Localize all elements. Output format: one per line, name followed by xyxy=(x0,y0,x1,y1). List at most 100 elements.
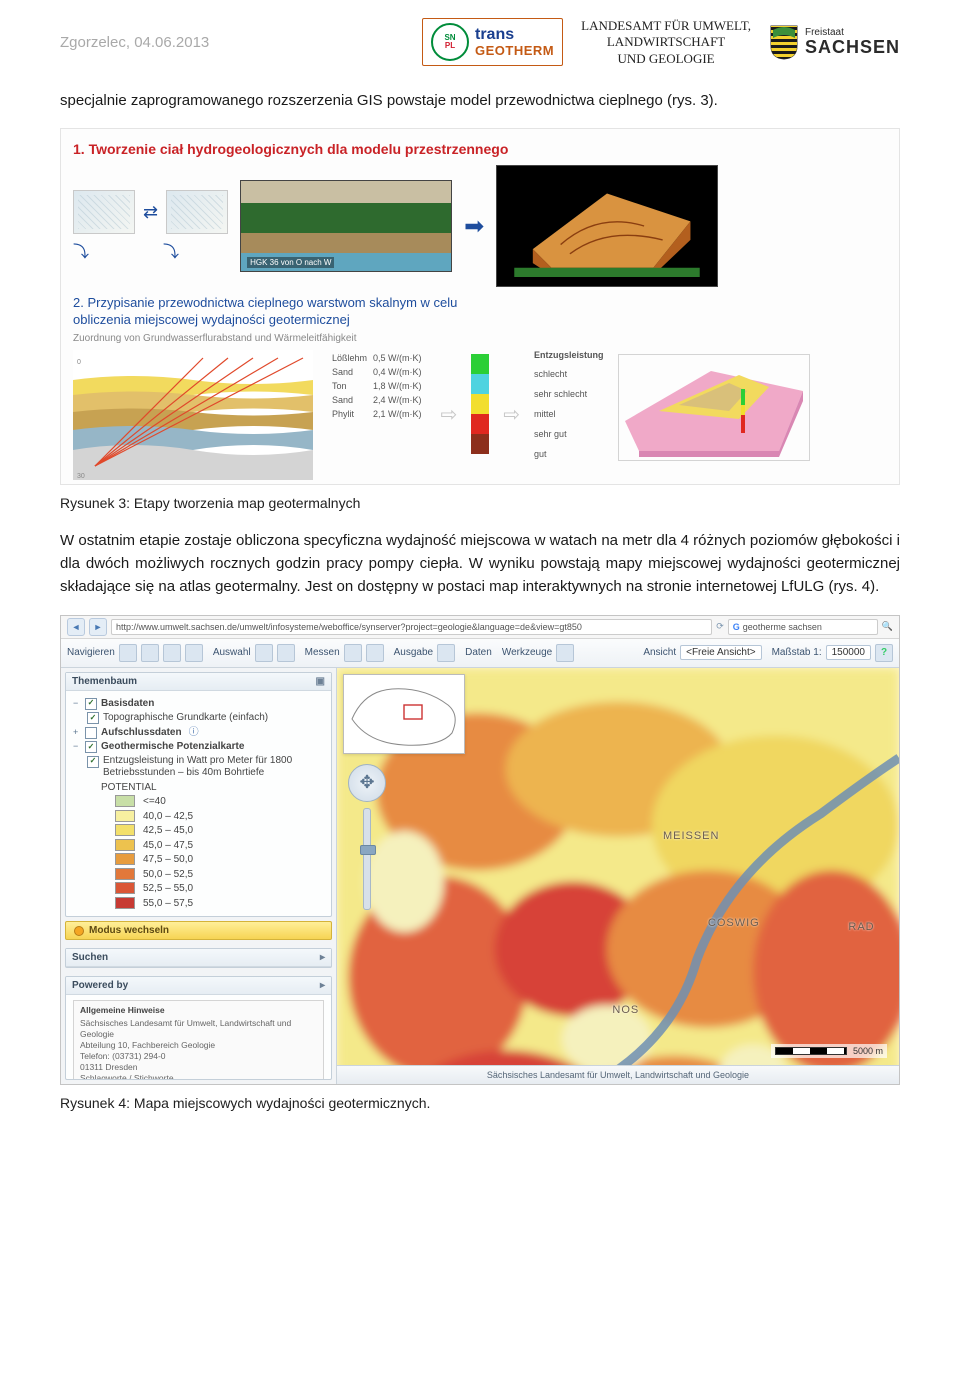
modus-wechseln-button[interactable]: Modus wechseln xyxy=(65,921,332,940)
gis-map[interactable]: MEISSEN COSWIG RAD NOS xyxy=(337,668,899,1084)
browser-forward-button[interactable]: ► xyxy=(89,618,107,636)
svg-text:0: 0 xyxy=(77,359,81,366)
tool-icon[interactable] xyxy=(366,644,384,662)
transgeotherm-line2: GEOTHERM xyxy=(475,43,554,58)
hinweise-line: Telefon: (03731) 294-0 xyxy=(80,1051,317,1062)
rating: gut xyxy=(534,444,604,464)
legend-row: 52,5 – 55,0 xyxy=(73,882,324,896)
checkbox[interactable] xyxy=(85,698,97,710)
tool-icon[interactable] xyxy=(437,644,455,662)
pan-rose[interactable] xyxy=(348,764,386,802)
tree-label: Geothermische Potenzialkarte xyxy=(101,740,244,754)
paragraph-2: W ostatnim etapie zostaje obliczona spec… xyxy=(60,529,900,599)
modus-label: Modus wechseln xyxy=(89,925,169,936)
tree-node-entzug[interactable]: Entzugsleistung in Watt pro Meter für 18… xyxy=(73,755,324,780)
figure4-caption: Rysunek 4: Mapa miejscowych wydajności g… xyxy=(60,1095,900,1111)
landesamt-l1: LANDESAMT FÜR UMWELT, xyxy=(581,18,751,34)
tree-node-potenzial[interactable]: −Geothermische Potenzialkarte xyxy=(73,740,324,754)
pan-zoom-control[interactable] xyxy=(347,764,387,910)
terrain-slice-diagram xyxy=(618,354,810,461)
toolbar-ansicht: Ansicht <Freie Ansicht> xyxy=(643,645,761,660)
figure-4: ◄ ► http://www.umwelt.sachsen.de/umwelt/… xyxy=(60,615,900,1085)
browser-urlbar: ◄ ► http://www.umwelt.sachsen.de/umwelt/… xyxy=(61,616,899,639)
search-query: geotherme sachsen xyxy=(743,622,822,632)
toolbar-group-ausgabe: Ausgabe xyxy=(394,644,455,662)
svg-text:30: 30 xyxy=(77,473,85,480)
legend-wmk: 1,8 W/(m·K) xyxy=(372,380,423,392)
tree-node-aufschluss[interactable]: +Aufschlussdatenⓘ xyxy=(73,726,324,740)
legend-layer: Sand xyxy=(331,366,368,378)
tool-icon[interactable] xyxy=(185,644,203,662)
tool-icon[interactable] xyxy=(141,644,159,662)
browser-back-button[interactable]: ◄ xyxy=(67,618,85,636)
tree-node-basis[interactable]: −Basisdaten xyxy=(73,697,324,711)
legend-label: 52,5 – 55,0 xyxy=(143,882,193,896)
map-footer-text: Sächsisches Landesamt für Umwelt, Landwi… xyxy=(487,1070,749,1080)
toolbar-group-werkzeuge: Werkzeuge xyxy=(502,644,574,662)
legend-label: 40,0 – 42,5 xyxy=(143,810,193,824)
collapse-icon[interactable]: ▣ xyxy=(316,676,325,687)
rating-column: schlecht sehr schlecht mittel sehr gut g… xyxy=(534,364,604,464)
legend-layer: Phylit xyxy=(331,408,368,420)
potential-label: POTENTIAL xyxy=(101,781,157,795)
tool-icon[interactable] xyxy=(556,644,574,662)
landesamt-l3: UND GEOLOGIE xyxy=(581,51,751,67)
tool-icon[interactable] xyxy=(277,644,295,662)
tool-icon[interactable] xyxy=(163,644,181,662)
gis-viewer: ◄ ► http://www.umwelt.sachsen.de/umwelt/… xyxy=(60,615,900,1085)
tree-label: Aufschlussdaten xyxy=(101,726,182,740)
layer-diagram: 0 30 xyxy=(73,350,313,480)
big-arrow-icon: ➡ xyxy=(464,212,484,241)
search-icon[interactable]: 🔍 xyxy=(882,621,893,632)
legend-wmk: 0,5 W/(m·K) xyxy=(372,352,423,364)
expand-icon[interactable]: ▸ xyxy=(320,952,325,963)
zoom-slider[interactable] xyxy=(363,808,371,910)
expand-icon[interactable]: ▸ xyxy=(320,980,325,991)
tree-label: Entzugsleistung in Watt pro Meter für 18… xyxy=(103,755,324,780)
logo-transgeotherm: SN PL trans GEOTHERM xyxy=(422,18,563,66)
legend-row: 55,0 – 57,5 xyxy=(73,897,324,911)
tree-node-topo[interactable]: Topographische Grundkarte (einfach) xyxy=(73,711,324,725)
thumb-map-a xyxy=(73,190,135,234)
info-icon[interactable]: ⓘ xyxy=(189,726,199,740)
tool-icon[interactable] xyxy=(255,644,273,662)
sachsen-big: SACHSEN xyxy=(805,38,900,57)
legend-row: 42,5 – 45,0 xyxy=(73,824,324,838)
tree-potential-label: POTENTIAL xyxy=(73,781,324,795)
tool-icon[interactable] xyxy=(344,644,362,662)
legend-label: <=40 xyxy=(143,795,166,809)
snpl-badge: SN PL xyxy=(431,23,469,61)
checkbox[interactable] xyxy=(85,727,97,739)
tool-icon[interactable] xyxy=(119,644,137,662)
legend-swatch xyxy=(115,882,135,894)
overview-map[interactable] xyxy=(343,674,465,754)
scale-text: 5000 m xyxy=(853,1046,883,1056)
legend-label: 47,5 – 50,0 xyxy=(143,853,193,867)
hinweise-line: Sächsisches Landesamt für Umwelt, Landwi… xyxy=(80,1018,317,1040)
terrain-3d-model xyxy=(496,165,718,287)
cross-section-label: HGK 36 von O nach W xyxy=(247,257,334,268)
toolbar-group-label: Navigieren xyxy=(67,647,115,658)
toolbar-group-label: Werkzeuge xyxy=(502,647,552,658)
browser-search-field[interactable]: G geotherme sachsen xyxy=(728,619,878,635)
landesamt-l2: LANDWIRTSCHAFT xyxy=(581,34,751,50)
legend-swatch xyxy=(115,824,135,836)
massstab-select[interactable]: 150000 xyxy=(826,645,871,660)
map-label-rad: RAD xyxy=(848,921,874,933)
checkbox[interactable] xyxy=(87,712,99,724)
legend-row: 45,0 – 47,5 xyxy=(73,839,324,853)
help-icon[interactable]: ? xyxy=(875,644,893,662)
url-field[interactable]: http://www.umwelt.sachsen.de/umwelt/info… xyxy=(111,619,712,635)
checkbox[interactable] xyxy=(87,756,99,768)
panel-suchen: Suchen ▸ xyxy=(65,948,332,968)
hinweise-line: 01311 Dresden xyxy=(80,1062,317,1073)
toolbar-group-label: Daten xyxy=(465,647,492,658)
ansicht-select[interactable]: <Freie Ansicht> xyxy=(680,645,761,660)
rating: sehr schlecht xyxy=(534,384,604,404)
legend-layer: Ton xyxy=(331,380,368,392)
legend-row: 40,0 – 42,5 xyxy=(73,810,324,824)
checkbox[interactable] xyxy=(85,741,97,753)
map-footer: Sächsisches Landesamt für Umwelt, Landwi… xyxy=(337,1065,899,1084)
cross-section-diagram: HGK 36 von O nach W xyxy=(240,180,452,272)
figure-3: 1. Tworzenie ciał hydrogeologicznych dla… xyxy=(60,128,900,485)
